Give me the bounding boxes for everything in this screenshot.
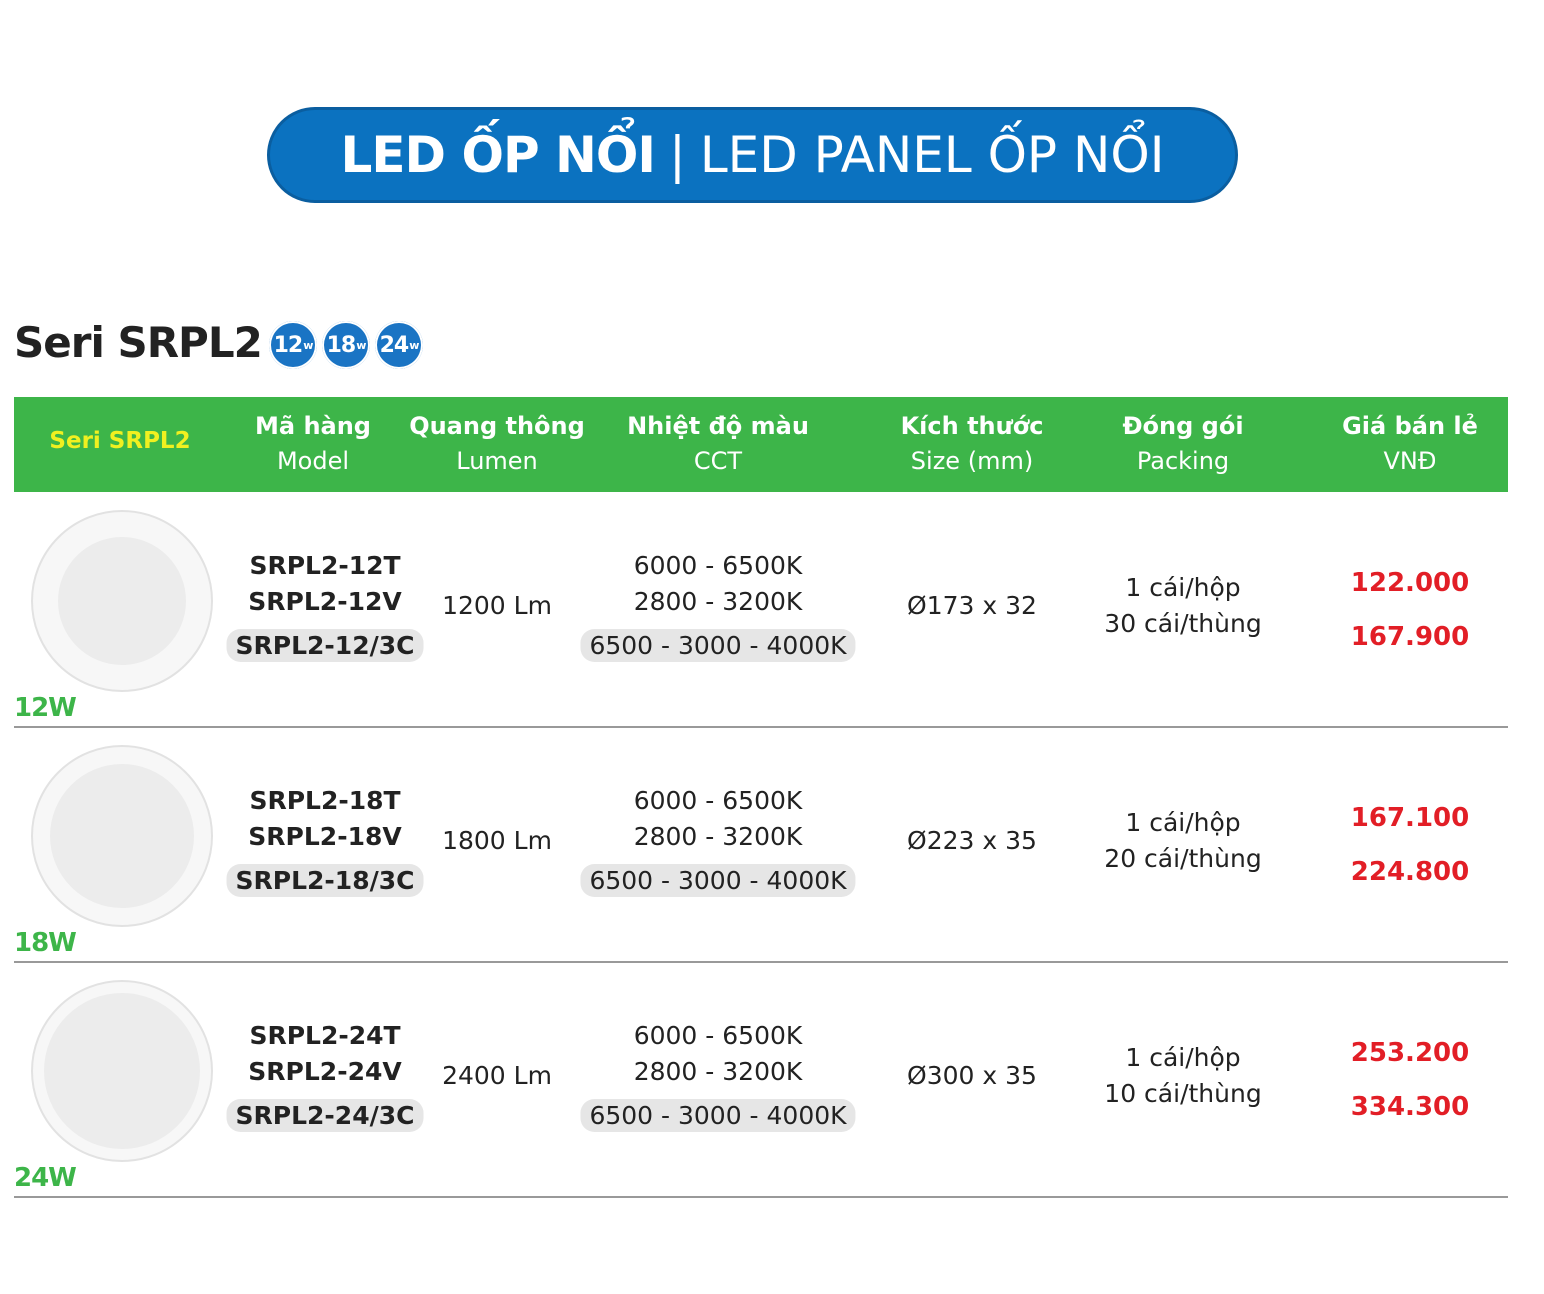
model: SRPL2-24T	[249, 1021, 401, 1050]
size: Ø300 x 35	[907, 1061, 1037, 1090]
series-title: Seri SRPL2	[14, 318, 263, 367]
badge-unit: w	[409, 338, 419, 352]
cct: 6000 - 6500K	[633, 551, 803, 580]
price: 167.100	[1350, 803, 1470, 833]
model: SRPL2-24/3C	[226, 1099, 424, 1132]
cct: 6500 - 3000 - 4000K	[580, 1099, 856, 1132]
model: SRPL2-24V	[248, 1057, 402, 1086]
header-cell: Kích thước	[900, 412, 1044, 440]
wattage-label: 12W	[14, 693, 77, 723]
model: SRPL2-18/3C	[226, 864, 424, 897]
watt-badge: 24 w	[375, 321, 423, 369]
price: 334.300	[1350, 1092, 1470, 1122]
model: SRPL2-12/3C	[226, 629, 424, 662]
row-divider	[14, 1196, 1508, 1198]
packing: 30 cái/thùng	[1104, 609, 1262, 638]
cct: 2800 - 3200K	[633, 822, 803, 851]
header-cell-en: CCT	[693, 447, 743, 475]
packing: 20 cái/thùng	[1104, 844, 1262, 873]
lumen: 1800 Lm	[442, 826, 552, 855]
lamp-image	[31, 980, 213, 1162]
price: 122.000	[1350, 568, 1470, 598]
packing: 1 cái/hộp	[1125, 1043, 1241, 1072]
badge-unit: w	[356, 338, 366, 352]
watt-badge: 18 w	[322, 321, 370, 369]
packing: 10 cái/thùng	[1104, 1079, 1262, 1108]
wattage-label: 18W	[14, 928, 77, 958]
cct: 6000 - 6500K	[633, 1021, 803, 1050]
header-cell-en: Size (mm)	[910, 447, 1034, 475]
header-cell-en: Lumen	[456, 447, 538, 475]
price: 167.900	[1350, 622, 1470, 652]
header-cell-en: Model	[276, 447, 350, 475]
row-divider	[14, 961, 1508, 963]
size: Ø223 x 35	[907, 826, 1037, 855]
cct: 2800 - 3200K	[633, 587, 803, 616]
badge-unit: w	[303, 338, 313, 352]
lamp-image	[31, 745, 213, 927]
header-cell: Mã hàng	[255, 412, 371, 440]
cct: 6500 - 3000 - 4000K	[580, 864, 856, 897]
model: SRPL2-18V	[248, 822, 402, 851]
banner-light: LED PANEL ỐP NỔI	[699, 126, 1165, 184]
badge-value: 18	[326, 332, 357, 358]
banner: LED ỐP NỔI | LED PANEL ỐP NỔI	[267, 107, 1238, 203]
table-header	[14, 397, 1508, 492]
lumen: 2400 Lm	[442, 1061, 552, 1090]
watt-badge: 12 w	[269, 321, 317, 369]
header-cell: Seri SRPL2	[49, 428, 191, 454]
model: SRPL2-12T	[249, 551, 401, 580]
banner-separator: |	[668, 126, 686, 184]
row-divider	[14, 726, 1508, 728]
lamp-image	[31, 510, 213, 692]
cct: 6000 - 6500K	[633, 786, 803, 815]
header-cell: Giá bán lẻ	[1342, 412, 1478, 440]
wattage-label: 24W	[14, 1163, 77, 1193]
header-cell: Đóng gói	[1122, 412, 1244, 440]
badge-value: 24	[379, 332, 410, 358]
packing: 1 cái/hộp	[1125, 808, 1241, 837]
cct: 6500 - 3000 - 4000K	[580, 629, 856, 662]
header-cell: Quang thông	[409, 412, 585, 440]
header-cell-en: Packing	[1136, 447, 1230, 475]
banner-bold: LED ỐP NỔI	[340, 126, 656, 184]
badge-value: 12	[273, 332, 304, 358]
price: 253.200	[1350, 1038, 1470, 1068]
lumen: 1200 Lm	[442, 591, 552, 620]
header-cell-en: VNĐ	[1383, 447, 1437, 475]
price: 224.800	[1350, 857, 1470, 887]
model: SRPL2-12V	[248, 587, 402, 616]
cct: 2800 - 3200K	[633, 1057, 803, 1086]
packing: 1 cái/hộp	[1125, 573, 1241, 602]
size: Ø173 x 32	[907, 591, 1037, 620]
model: SRPL2-18T	[249, 786, 401, 815]
header-cell: Nhiệt độ màu	[627, 412, 809, 440]
